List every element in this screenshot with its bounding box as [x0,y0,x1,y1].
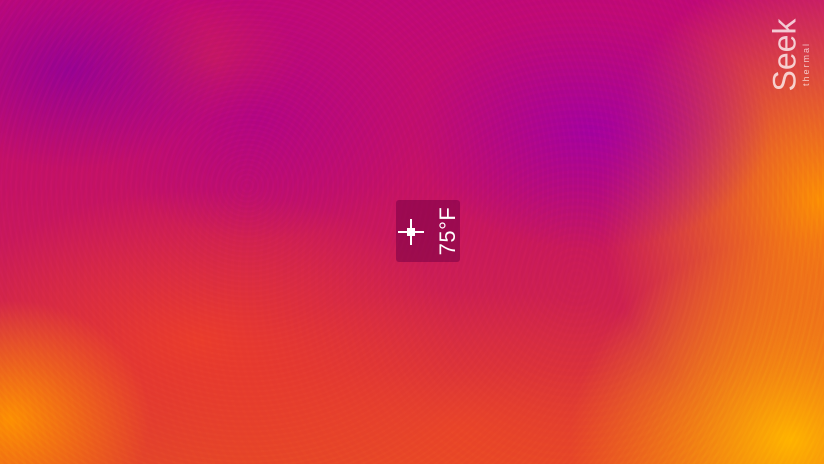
brand-logo-name: Seek [766,18,803,92]
spot-temperature-readout: 75°F [435,206,460,256]
crosshair-icon [398,219,424,245]
brand-logo-subtitle: thermal [801,41,811,87]
